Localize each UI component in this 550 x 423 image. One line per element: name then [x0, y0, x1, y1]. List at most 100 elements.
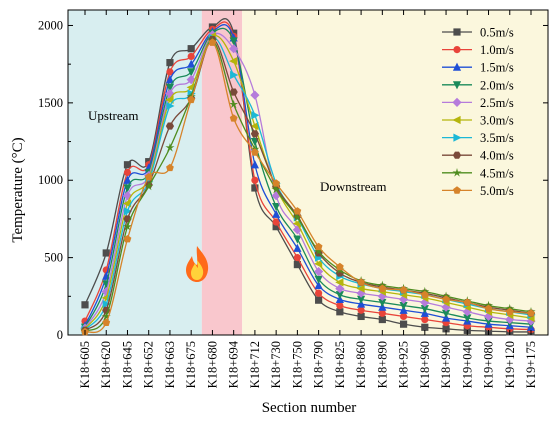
- series-4: [80, 30, 536, 333]
- x-axis-title: Section number: [262, 400, 357, 416]
- x-tick-label-19: K19+080: [482, 341, 496, 388]
- data-point-1-5: [187, 52, 195, 61]
- data-point-9-14: [378, 284, 387, 292]
- legend-entry-7: 4.0m/s: [442, 149, 514, 163]
- data-point-9-16: [420, 290, 429, 299]
- region-label-2: Downstream: [320, 179, 386, 194]
- x-tick-label-0: K18+605: [78, 341, 92, 388]
- data-point-3-12: [335, 291, 344, 300]
- data-point-2-11: [314, 280, 323, 290]
- data-point-1-13: [357, 306, 365, 314]
- data-point-9-10: [293, 207, 302, 215]
- legend-entry-6: 3.5m/s: [442, 131, 514, 145]
- x-tick-label-1: K18+620: [99, 341, 113, 388]
- legend-label-1: 1.0m/s: [480, 43, 514, 57]
- region-label-0: Upstream: [88, 108, 139, 123]
- data-point-3-2: [123, 184, 132, 193]
- data-point-4-8: [250, 90, 260, 100]
- x-tick-label-3: K18+652: [142, 341, 156, 388]
- legend-label-8: 4.5m/s: [480, 166, 514, 180]
- data-point-1-4: [166, 68, 174, 76]
- data-point-0-4: [166, 59, 174, 67]
- legend-entry-8: 4.5m/s: [442, 166, 514, 180]
- data-point-0-17: [442, 325, 450, 333]
- data-point-8-11: [314, 246, 324, 256]
- legend: 0.5m/s 1.0m/s 1.5m/s 2.0m/s 2.5m/s 3.0m/s 3.5m…: [442, 26, 514, 198]
- series-9: [81, 38, 535, 336]
- data-point-0-12: [336, 308, 344, 316]
- x-tick-label-5: K18+675: [184, 341, 198, 388]
- data-point-1-16: [421, 315, 429, 324]
- legend-entry-4: 2.5m/s: [442, 96, 514, 110]
- data-point-8-4: [165, 142, 175, 152]
- data-point-1-8: [251, 176, 259, 184]
- legend-marker-1: [453, 46, 461, 54]
- legend-marker-6: [453, 133, 462, 142]
- plot-area: [67, 9, 549, 336]
- data-point-9-15: [399, 286, 408, 294]
- data-point-2-4: [165, 75, 175, 84]
- legend-marker-8: [452, 168, 462, 177]
- data-point-1-15: [399, 312, 408, 321]
- data-point-1-12: [336, 301, 344, 310]
- data-point-9-11: [314, 242, 323, 251]
- legend-label-6: 3.5m/s: [480, 131, 514, 145]
- data-point-5-8: [250, 121, 259, 131]
- legend-label-4: 2.5m/s: [480, 96, 514, 110]
- data-point-9-8: [251, 148, 259, 156]
- data-point-9-3: [144, 173, 153, 181]
- data-point-5-13: [356, 284, 365, 293]
- region-band-2: [242, 10, 548, 335]
- plot-border: [67, 9, 549, 336]
- data-point-4-11: [314, 266, 324, 277]
- y-tick-label-1000: 1000: [38, 173, 63, 187]
- data-point-0-15: [399, 320, 408, 328]
- data-point-9-7: [229, 114, 238, 122]
- data-point-9-18: [463, 298, 472, 306]
- y-tick-label-500: 500: [44, 251, 63, 265]
- data-point-3-15: [399, 302, 408, 311]
- legend-label-7: 4.0m/s: [480, 149, 514, 163]
- data-point-0-14: [378, 315, 386, 324]
- data-point-9-17: [442, 295, 450, 303]
- data-point-9-21: [527, 309, 535, 317]
- data-point-8-7: [229, 99, 239, 109]
- data-point-0-0: [81, 301, 89, 309]
- data-point-2-2: [123, 175, 132, 184]
- data-point-9-4: [166, 163, 174, 172]
- data-point-8-2: [122, 221, 133, 231]
- series-line-8: [84, 40, 532, 332]
- data-point-1-2: [123, 168, 132, 177]
- legend-marker-4: [452, 97, 462, 107]
- data-point-8-1: [101, 311, 111, 321]
- data-point-9-5: [187, 95, 196, 104]
- data-point-6-4: [166, 101, 175, 111]
- data-point-3-10: [293, 235, 302, 244]
- legend-label-9: 5.0m/s: [480, 184, 514, 198]
- x-tick-label-21: K19+175: [524, 341, 538, 388]
- legend-marker-2: [452, 62, 462, 71]
- background-regions: Upstream Downstream: [68, 10, 548, 335]
- data-point-6-1: [102, 299, 111, 309]
- x-tick-label-16: K18+960: [418, 341, 432, 388]
- data-point-0-9: [272, 223, 280, 231]
- data-point-9-19: [484, 304, 493, 313]
- legend-marker-0: [453, 28, 461, 36]
- data-point-3-11: [314, 275, 323, 284]
- data-point-3-18: [463, 314, 472, 323]
- data-point-6-7: [230, 70, 239, 80]
- x-tick-label-4: K18+663: [163, 341, 177, 388]
- x-tick-label-11: K18+790: [312, 341, 326, 388]
- data-point-9-6: [208, 38, 217, 46]
- data-point-1-11: [315, 289, 323, 297]
- data-point-3-16: [420, 305, 429, 314]
- y-axis: 0 500 1000 1500 2000: [38, 18, 548, 342]
- data-point-6-8: [251, 111, 260, 120]
- legend-marker-7: [452, 151, 462, 159]
- data-point-5-4: [165, 95, 174, 104]
- series-layer: [80, 18, 536, 336]
- data-point-1-10: [293, 254, 301, 262]
- data-point-7-7: [229, 88, 238, 96]
- x-tick-label-15: K18+925: [397, 341, 411, 388]
- data-point-2-5: [187, 59, 196, 68]
